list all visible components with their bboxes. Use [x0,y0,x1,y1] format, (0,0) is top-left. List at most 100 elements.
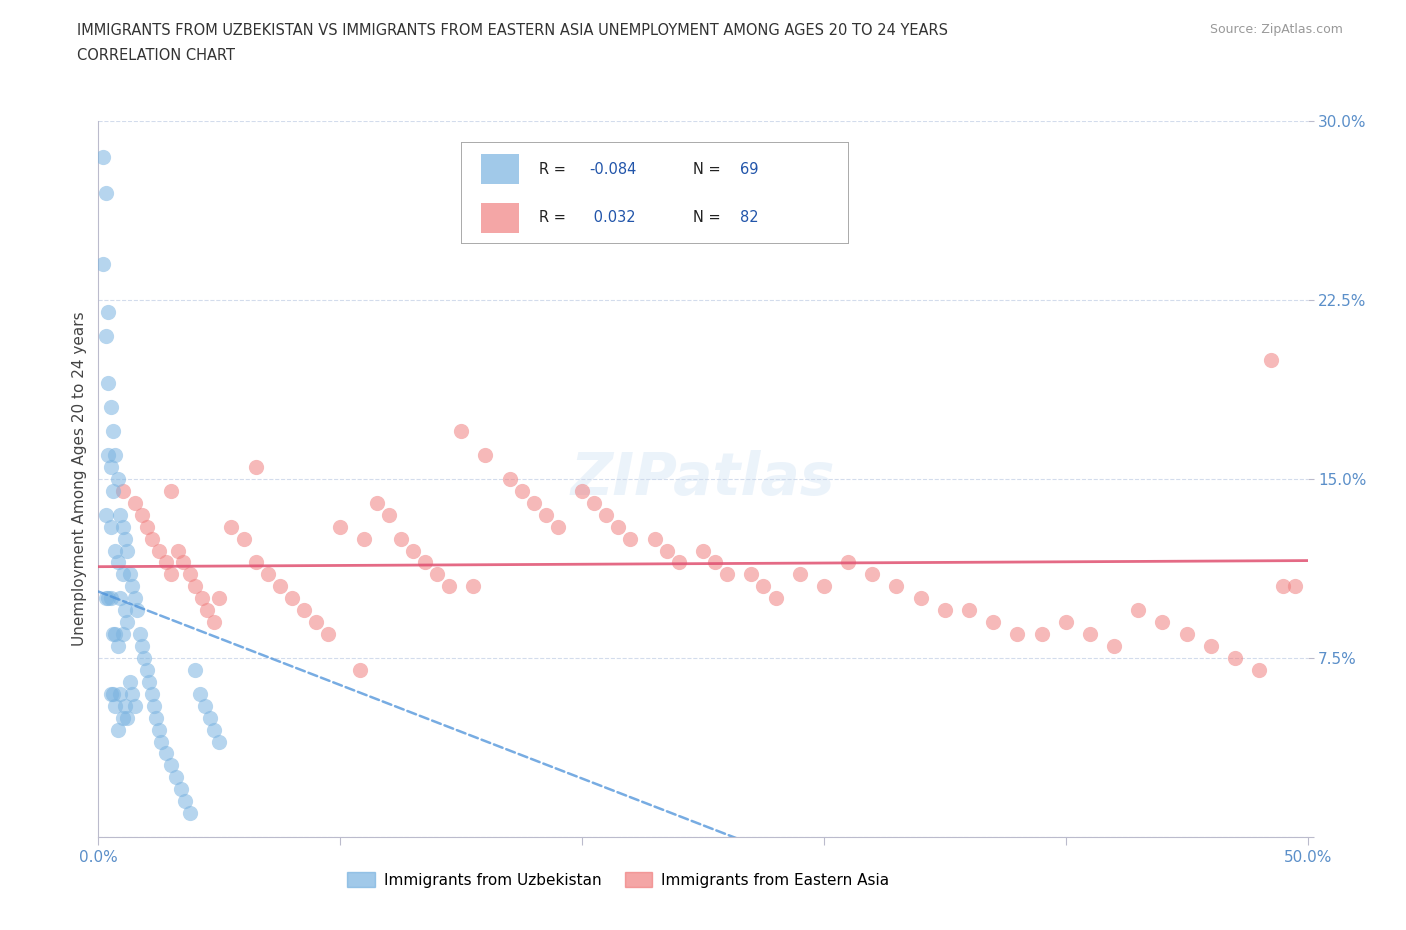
Point [160,484,183,498]
Point [704,555,727,570]
Point [1152,615,1174,630]
Point [547,519,569,534]
Point [221,519,243,534]
Point [837,555,859,570]
Point [111,711,134,725]
Point [413,555,436,570]
Point [245,459,267,474]
Point [957,603,980,618]
Point [143,698,166,713]
Point [740,567,762,582]
Point [463,578,485,594]
Point [1199,639,1222,654]
Point [1102,639,1125,654]
Y-axis label: Unemployment Among Ages 20 to 24 years: Unemployment Among Ages 20 to 24 years [72,312,87,646]
Point [104,447,127,462]
Point [981,615,1004,630]
Point [860,567,883,582]
Point [117,615,139,630]
Point [1054,615,1077,630]
Point [174,794,197,809]
Point [94,591,117,605]
Point [934,603,956,618]
Point [100,591,122,605]
Point [256,567,278,582]
Point [111,567,134,582]
Point [160,758,183,773]
Point [135,662,157,677]
Point [155,746,177,761]
Point [269,578,291,594]
Point [165,770,187,785]
Point [1007,627,1029,642]
Point [135,519,157,534]
Point [107,555,129,570]
Point [195,603,218,618]
Text: Source: ZipAtlas.com: Source: ZipAtlas.com [1209,23,1343,36]
Point [111,484,134,498]
Point [94,508,117,523]
Point [194,698,217,713]
Point [108,686,131,701]
Point [765,591,787,605]
Point [167,543,190,558]
Text: IMMIGRANTS FROM UZBEKISTAN VS IMMIGRANTS FROM EASTERN ASIA UNEMPLOYMENT AMONG AG: IMMIGRANTS FROM UZBEKISTAN VS IMMIGRANTS… [77,23,948,38]
Point [145,711,167,725]
Point [245,555,267,570]
Point [117,543,139,558]
Point [232,531,254,546]
Point [198,711,221,725]
Point [316,627,339,642]
Point [208,734,231,749]
Point [389,531,412,546]
Point [104,627,127,642]
Point [100,519,122,534]
Point [117,711,139,725]
Point [498,472,520,486]
Point [184,662,207,677]
Point [1128,603,1150,618]
Point [100,400,122,415]
Point [281,591,304,605]
Point [104,543,127,558]
Point [108,591,131,605]
Point [114,698,136,713]
Point [523,496,546,511]
Point [208,591,231,605]
Point [607,519,630,534]
Point [169,782,191,797]
Point [813,578,835,594]
Point [101,424,124,439]
Point [104,698,127,713]
Point [131,508,153,523]
Point [100,459,122,474]
Point [118,674,141,689]
Point [97,376,120,391]
Point [172,555,194,570]
Point [426,567,449,582]
Point [789,567,811,582]
Point [101,484,124,498]
Point [94,185,117,200]
Point [108,508,131,523]
Point [910,591,932,605]
Point [101,686,124,701]
Point [131,639,153,654]
Point [204,722,226,737]
Point [155,555,177,570]
Point [134,651,156,666]
Point [510,484,533,498]
Point [534,508,557,523]
Point [366,496,388,511]
Point [101,627,124,642]
Point [107,472,129,486]
Point [305,615,328,630]
Point [160,567,183,582]
Point [377,508,399,523]
Point [97,304,120,319]
Point [127,603,149,618]
Point [179,567,201,582]
Point [619,531,641,546]
Point [124,496,146,511]
Point [188,686,211,701]
